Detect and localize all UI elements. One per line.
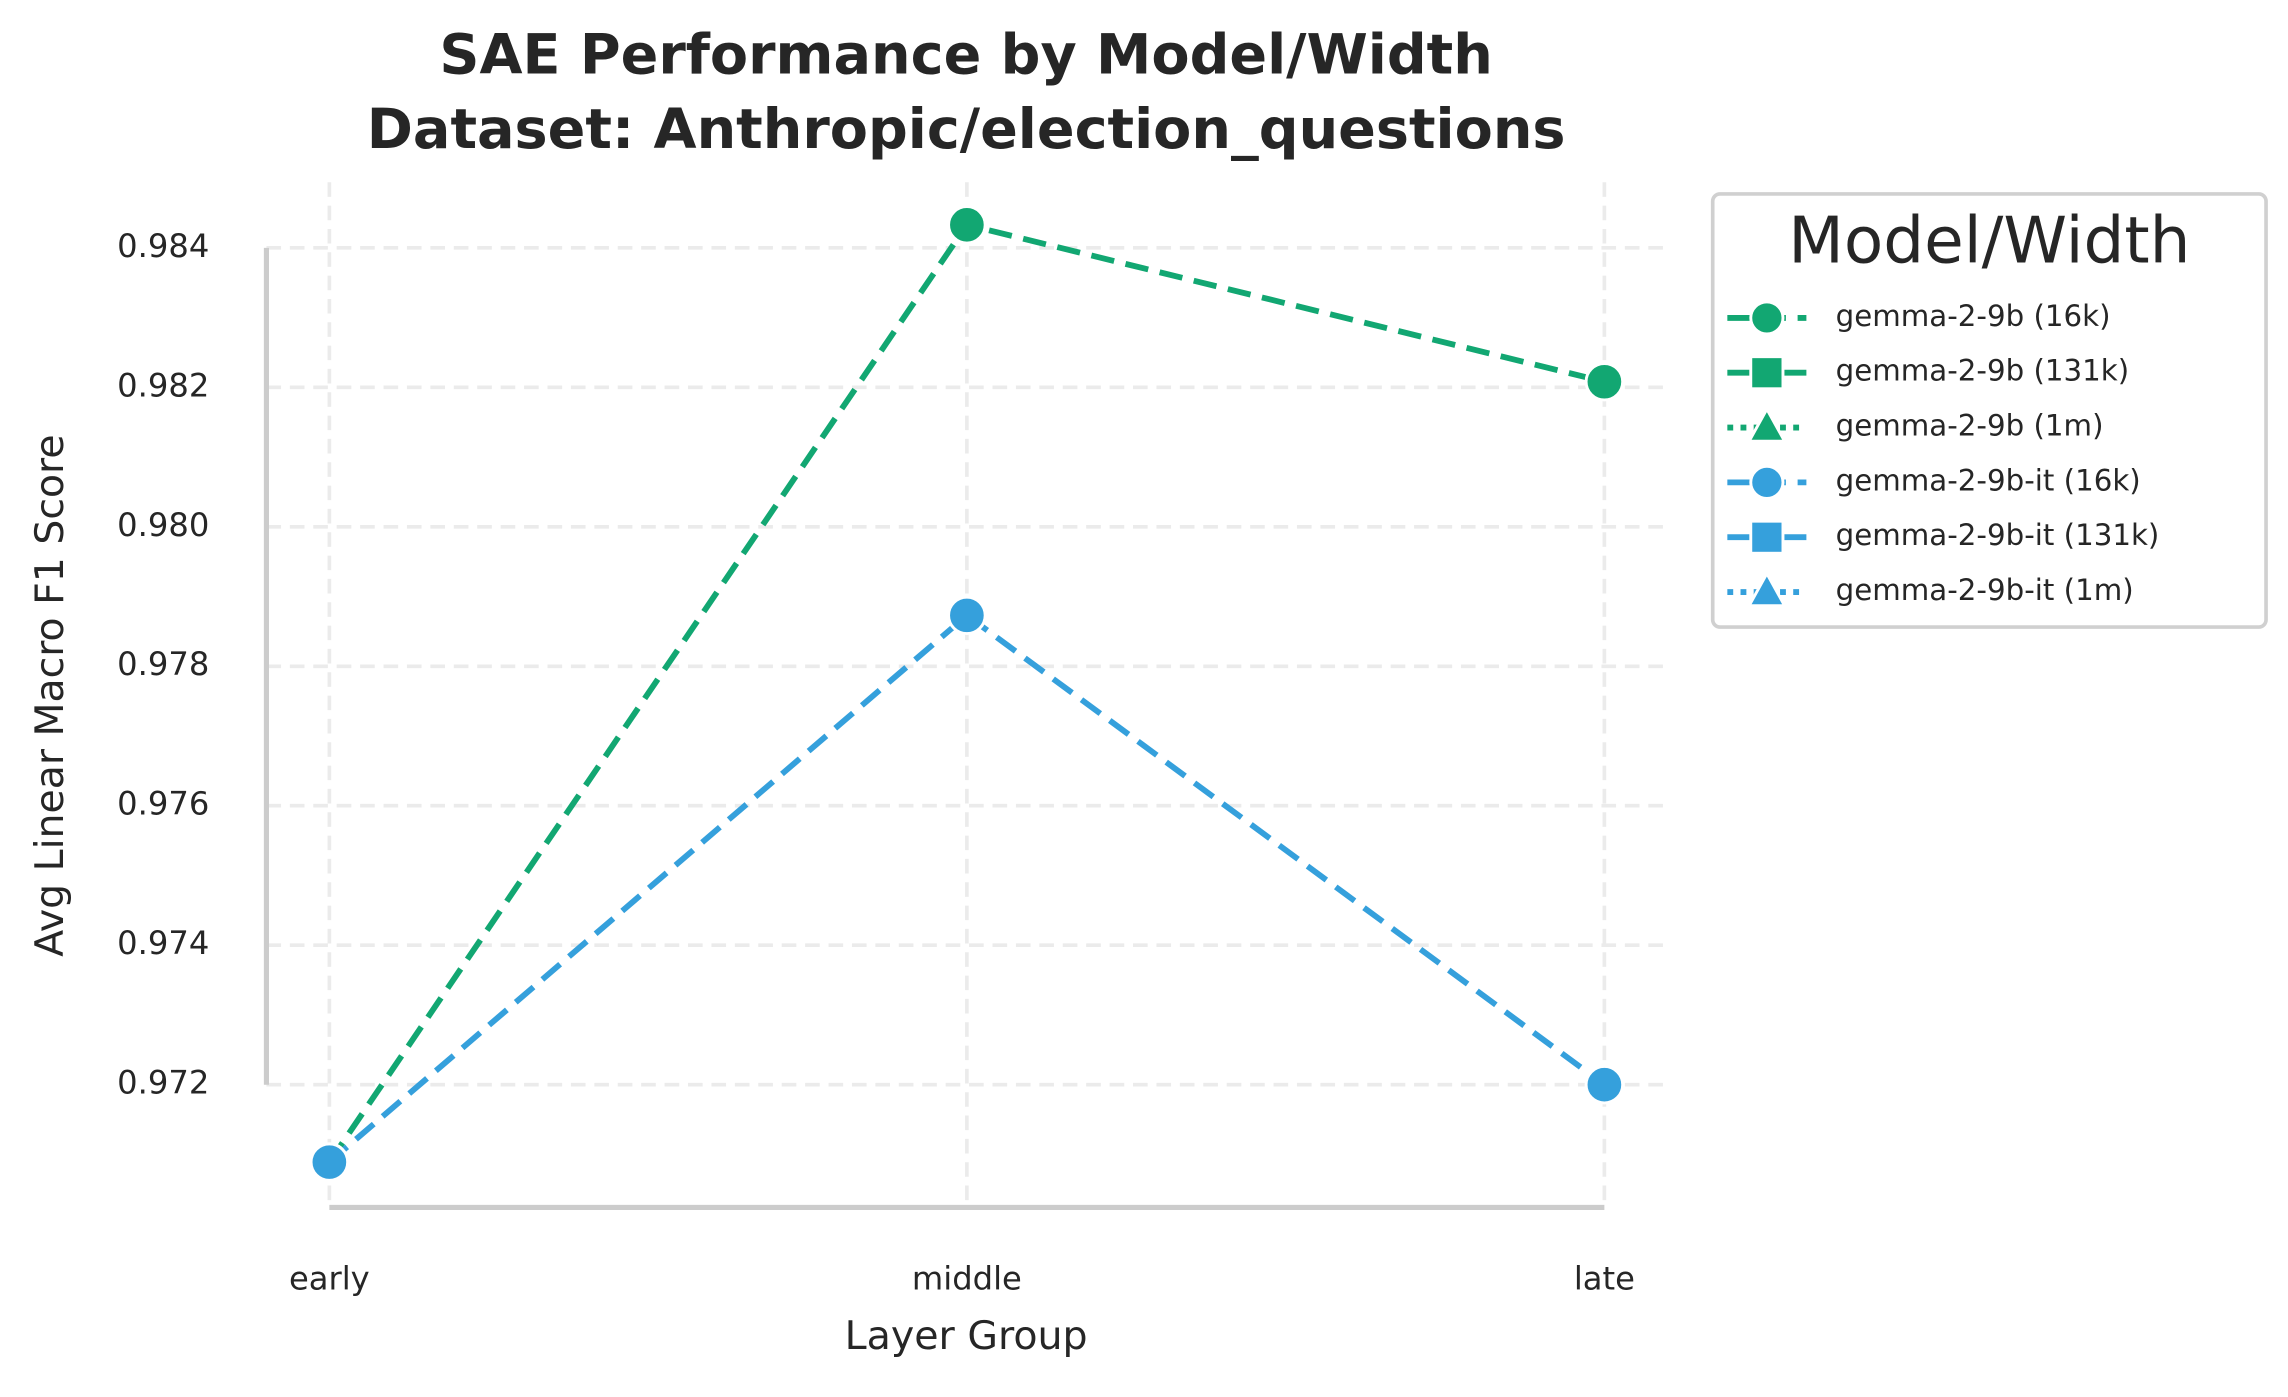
x-tick-label: middle: [912, 1259, 1022, 1297]
data-point: [947, 205, 987, 245]
legend-label: gemma-2-9b (1m): [1836, 409, 2104, 443]
legend-label: gemma-2-9b-it (16k): [1836, 463, 2141, 497]
y-tick-label: 0.984: [117, 227, 209, 265]
legend-marker: [1746, 406, 1788, 443]
y-tick-label: 0.982: [117, 366, 209, 404]
y-axis-label: Avg Linear Macro F1 Score: [27, 434, 73, 956]
legend-label: gemma-2-9b (16k): [1836, 299, 2111, 333]
x-axis-label: Layer Group: [845, 1313, 1088, 1359]
x-tick-label: late: [1574, 1259, 1635, 1297]
legend-label: gemma-2-9b-it (131k): [1836, 518, 2160, 552]
y-tick-label: 0.976: [117, 785, 209, 823]
legend-marker: [1749, 519, 1785, 555]
data-point: [947, 595, 987, 636]
legend-marker: [1746, 570, 1788, 608]
legend-box: [1710, 192, 2268, 629]
legend-marker: [1749, 464, 1785, 500]
y-tick-label: 0.980: [117, 506, 209, 544]
data-point: [1584, 362, 1625, 402]
legend-title: Model/Width: [1788, 204, 2190, 279]
chart-subtitle: Dataset: Anthropic/election_questions: [367, 97, 1566, 162]
y-tick-label: 0.978: [117, 645, 209, 683]
data-point: [309, 1142, 350, 1182]
legend-label: gemma-2-9b-it (1m): [1836, 573, 2134, 607]
legend-label: gemma-2-9b (131k): [1836, 354, 2130, 388]
data-point: [1584, 1065, 1625, 1105]
chart-title: SAE Performance by Model/Width: [439, 23, 1492, 88]
y-tick-label: 0.974: [117, 924, 209, 962]
y-tick-label: 0.972: [117, 1064, 209, 1102]
legend-marker: [1749, 355, 1785, 391]
x-tick-label: early: [289, 1259, 370, 1297]
series-line: [326, 221, 1606, 1164]
legend-marker: [1749, 300, 1785, 336]
